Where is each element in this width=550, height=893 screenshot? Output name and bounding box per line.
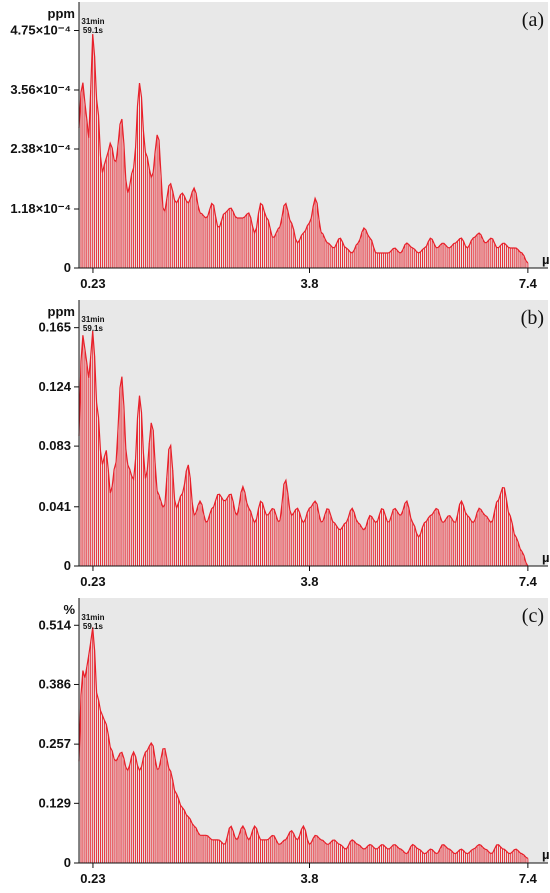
spectrum-outline bbox=[78, 331, 529, 567]
y-tick-label: 0.514 bbox=[38, 617, 71, 632]
period-annotation: 59.1s bbox=[83, 324, 104, 333]
panel-label: (c) bbox=[522, 605, 544, 627]
panel-label: (b) bbox=[521, 307, 544, 329]
panel-c: 0 0.129 0.257 0.386 0.514 0.23 3.8 7.4% µHz 31min… bbox=[0, 596, 550, 893]
x-tick-label: 3.8 bbox=[300, 276, 318, 291]
period-annotation: 31min bbox=[81, 17, 104, 26]
y-tick-label: 1.18×10⁻⁴ bbox=[10, 201, 71, 216]
y-tick-label: 4.75×10⁻⁴ bbox=[10, 23, 71, 38]
bars bbox=[78, 331, 527, 566]
spectrum-chart-b: 0 0.041 0.083 0.124 0.165 0.23 3.8 7.4 ppm µHz 31m… bbox=[38, 300, 550, 589]
bars bbox=[78, 627, 529, 863]
y-tick-label: 0.129 bbox=[38, 795, 71, 810]
y-tick-label: 0 bbox=[64, 558, 71, 573]
period-annotation: 31min bbox=[81, 315, 104, 324]
y-tick-label: 0.041 bbox=[38, 499, 71, 514]
period-annotation: 59.1s bbox=[83, 622, 104, 631]
x-tick-label: 0.23 bbox=[80, 276, 105, 291]
y-unit-label: ppm bbox=[48, 6, 75, 21]
spectrum-outline bbox=[78, 34, 529, 264]
y-tick-label: 0.165 bbox=[38, 320, 71, 335]
y-unit-label: % bbox=[63, 602, 75, 617]
x-tick-label: 0.23 bbox=[80, 574, 105, 589]
y-tick-label: 0.083 bbox=[38, 438, 71, 453]
spectrum-outline bbox=[78, 627, 529, 859]
period-annotation: 59.1s bbox=[83, 26, 104, 35]
x-unit-label: µHz bbox=[542, 550, 550, 565]
y-tick-label: 0.257 bbox=[38, 736, 71, 751]
y-tick-label: 0.124 bbox=[38, 379, 71, 394]
y-tick-label: 0.386 bbox=[38, 676, 71, 691]
x-tick-label: 3.8 bbox=[300, 871, 318, 886]
panel-label: (a) bbox=[522, 9, 544, 31]
y-tick-label: 3.56×10⁻⁴ bbox=[10, 82, 71, 97]
spectrum-chart-a: 0 1.18×10⁻⁴ 2.38×10⁻⁴ 3.56×10⁻⁴ 4.75×10⁻⁴ 0.2… bbox=[10, 2, 550, 291]
x-tick-label: 7.4 bbox=[519, 871, 538, 886]
x-tick-label: 0.23 bbox=[80, 871, 105, 886]
spectrum-chart-c: 0 0.129 0.257 0.386 0.514 0.23 3.8 7.4% µHz 31min… bbox=[38, 598, 550, 886]
x-tick-label: 7.4 bbox=[519, 574, 538, 589]
x-tick-label: 3.8 bbox=[300, 574, 318, 589]
x-unit-label: µHz bbox=[542, 847, 550, 862]
period-annotation: 31min bbox=[81, 613, 104, 622]
y-unit-label: ppm bbox=[48, 304, 75, 319]
panel-a: 0 1.18×10⁻⁴ 2.38×10⁻⁴ 3.56×10⁻⁴ 4.75×10⁻⁴ 0.2… bbox=[0, 0, 550, 298]
x-unit-label: µHz bbox=[542, 252, 550, 267]
y-tick-label: 0 bbox=[64, 855, 71, 870]
x-tick-label: 7.4 bbox=[519, 276, 538, 291]
panel-b: 0 0.041 0.083 0.124 0.165 0.23 3.8 7.4 ppm µHz 31m… bbox=[0, 298, 550, 596]
y-tick-label: 0 bbox=[64, 260, 71, 275]
y-tick-label: 2.38×10⁻⁴ bbox=[10, 141, 71, 156]
bars bbox=[78, 34, 529, 268]
